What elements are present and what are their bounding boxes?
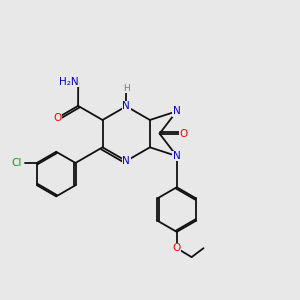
Text: O: O	[172, 243, 181, 253]
Text: N: N	[122, 156, 130, 166]
Text: N: N	[173, 106, 181, 116]
Text: N: N	[122, 101, 130, 111]
Text: Cl: Cl	[12, 158, 22, 168]
Text: H: H	[123, 84, 130, 93]
Text: O: O	[179, 129, 188, 139]
Text: N: N	[173, 151, 181, 161]
Text: O: O	[53, 113, 62, 123]
Text: H₂N: H₂N	[58, 77, 78, 87]
